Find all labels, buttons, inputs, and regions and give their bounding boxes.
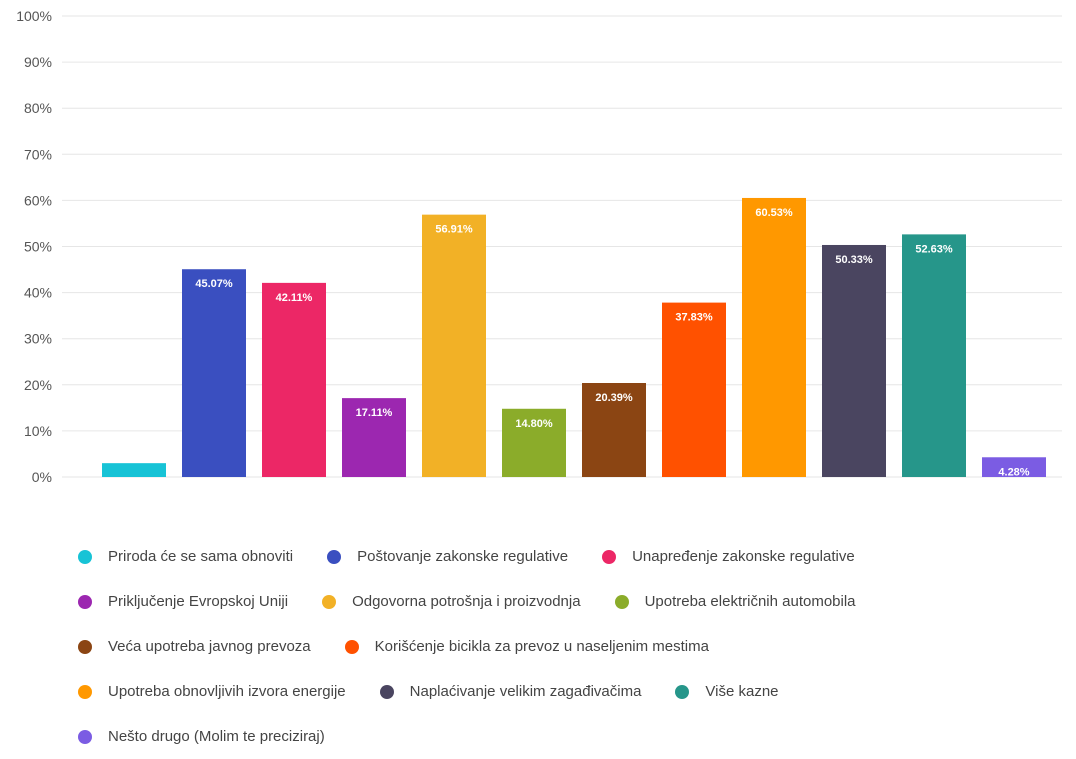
legend-label: Poštovanje zakonske regulative xyxy=(357,548,569,565)
y-tick-label: 40% xyxy=(24,285,52,301)
bars xyxy=(102,197,1046,477)
bar-3[interactable] xyxy=(262,282,326,477)
y-tick-label: 100% xyxy=(16,8,52,24)
data-label: 37.83% xyxy=(675,312,713,324)
y-tick-label: 20% xyxy=(24,377,52,393)
legend-label: Odgovorna potrošnja i proizvodnja xyxy=(352,593,581,610)
y-tick-label: 50% xyxy=(24,239,52,255)
legend-label: Upotreba obnovljivih izvora energije xyxy=(108,683,346,700)
data-label: 56.91% xyxy=(435,224,473,236)
data-labels: 45.07% 42.11% 17.11% 56.91% 14.80% 20.39% 37.8… xyxy=(195,207,1029,478)
legend-swatch xyxy=(78,549,92,564)
legend-label: Naplaćivanje velikim zagađivačima xyxy=(409,683,642,700)
legend-swatch xyxy=(78,729,92,744)
data-label: 20.39% xyxy=(595,392,633,404)
legend-label: Korišćenje bicikla za prevoz u naseljeni… xyxy=(374,638,709,655)
legend-label: Više kazne xyxy=(705,683,779,700)
legend: Priroda će se sama obnoviti Poštovanje za… xyxy=(78,534,1058,759)
legend-row: Priključenje Evropskoj Uniji Odgovorna po… xyxy=(78,579,1058,624)
legend-swatch xyxy=(379,684,394,699)
data-label: 42.11% xyxy=(276,292,313,304)
data-label: 52.63% xyxy=(915,243,953,255)
y-tick-label: 10% xyxy=(24,423,52,439)
bar-1[interactable] xyxy=(102,463,166,477)
data-label: 50.33% xyxy=(835,254,873,266)
data-label: 60.53% xyxy=(755,207,793,219)
legend-item[interactable]: Unapređenje zakonske regulative xyxy=(602,548,855,565)
bar-10[interactable] xyxy=(822,244,886,477)
y-tick-label: 60% xyxy=(24,192,52,208)
bar-2[interactable] xyxy=(182,269,246,477)
legend-item[interactable]: Korišćenje bicikla za prevoz u naseljeni… xyxy=(344,638,709,655)
legend-swatch xyxy=(327,549,342,564)
legend-swatch xyxy=(78,594,92,609)
legend-label: Priključenje Evropskoj Uniji xyxy=(108,593,289,610)
legend-row: Priroda će se sama obnoviti Poštovanje za… xyxy=(78,534,1058,579)
bar-4[interactable] xyxy=(342,398,406,477)
legend-item[interactable]: Veća upotreba javnog prevoza xyxy=(78,638,311,655)
legend-label: Veća upotreba javnog prevoza xyxy=(108,638,311,655)
legend-item[interactable]: Odgovorna potrošnja i proizvodnja xyxy=(322,593,581,610)
legend-item[interactable]: Naplaćivanje velikim zagađivačima xyxy=(379,683,642,700)
legend-item[interactable]: Priključenje Evropskoj Uniji xyxy=(78,593,288,610)
legend-swatch xyxy=(602,549,617,564)
legend-row: Nešto drugo (Molim te preciziraj) xyxy=(78,714,1058,759)
legend-swatch xyxy=(322,594,337,609)
legend-item[interactable]: Priroda će se sama obnoviti xyxy=(78,548,293,565)
legend-label: Unapređenje zakonske regulative xyxy=(632,548,855,565)
y-axis-ticks: 0% 10% 20% 30% 40% 50% 60% 70% 80% 90% 100% xyxy=(16,8,52,485)
legend-swatch xyxy=(344,639,359,654)
legend-swatch xyxy=(614,594,629,609)
data-label: 14.80% xyxy=(515,418,553,430)
legend-item[interactable]: Upotreba električnih automobila xyxy=(614,593,856,610)
y-tick-label: 70% xyxy=(24,146,52,162)
bar-8[interactable] xyxy=(662,302,726,477)
legend-label: Upotreba električnih automobila xyxy=(644,593,856,610)
y-tick-label: 30% xyxy=(24,331,52,347)
legend-item[interactable]: Poštovanje zakonske regulative xyxy=(327,548,568,565)
legend-item[interactable]: Nešto drugo (Molim te preciziraj) xyxy=(78,728,325,745)
legend-label: Nešto drugo (Molim te preciziraj) xyxy=(108,728,325,745)
bar-chart: 0% 10% 20% 30% 40% 50% 60% 70% 80% 90% 100% 45.07%… xyxy=(16,8,1062,485)
data-label: 45.07% xyxy=(195,278,233,290)
legend-label: Priroda će se sama obnoviti xyxy=(108,548,294,565)
y-tick-label: 0% xyxy=(32,469,52,485)
legend-swatch xyxy=(675,684,690,699)
bar-5[interactable] xyxy=(422,214,486,477)
bar-7[interactable] xyxy=(582,383,646,477)
legend-swatch xyxy=(78,639,92,654)
data-label: 17.11% xyxy=(356,407,393,419)
legend-row: Veća upotreba javnog prevoza Korišćenje b… xyxy=(78,624,1058,669)
data-label: 4.28% xyxy=(998,466,1029,478)
bar-9[interactable] xyxy=(742,197,806,477)
legend-row: Upotreba obnovljivih izvora energije Napl… xyxy=(78,669,1058,714)
y-tick-label: 80% xyxy=(24,100,52,116)
legend-item[interactable]: Upotreba obnovljivih izvora energije xyxy=(78,683,346,700)
legend-item[interactable]: Više kazne xyxy=(675,683,779,700)
bar-6[interactable] xyxy=(502,408,566,477)
legend-swatch xyxy=(78,684,92,699)
bar-11[interactable] xyxy=(902,234,966,477)
y-tick-label: 90% xyxy=(24,54,52,70)
bar-12[interactable] xyxy=(982,457,1046,477)
